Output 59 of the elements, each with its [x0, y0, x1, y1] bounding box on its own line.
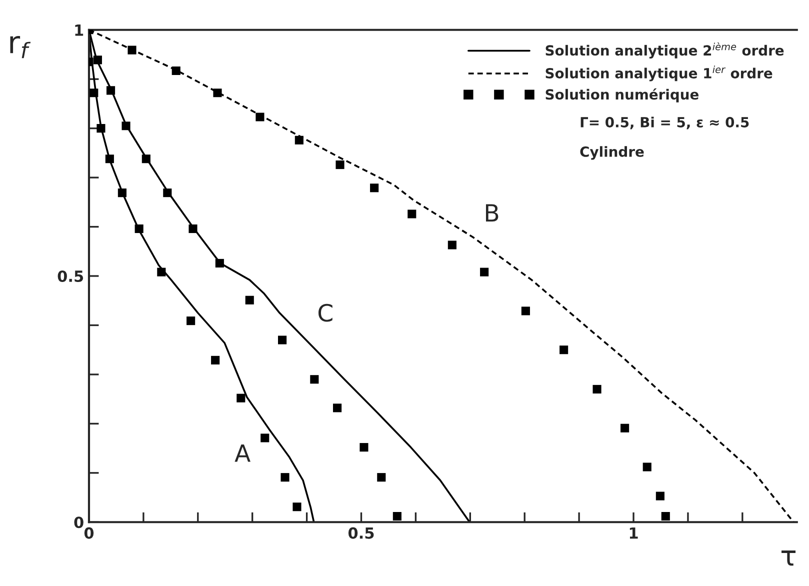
point: [122, 122, 130, 130]
x-axis-title: τ: [782, 550, 796, 566]
legend-label: Solution numérique: [546, 88, 698, 102]
point: [96, 124, 106, 133]
point: [377, 473, 386, 482]
point: [211, 356, 220, 364]
point: [256, 112, 264, 122]
point: [661, 512, 670, 520]
point: [215, 258, 224, 268]
point: [172, 66, 180, 76]
point: [592, 384, 602, 394]
annotation: Γ= 0.5, Bi = 5, ε ≈ 0.5: [580, 116, 749, 130]
point: [294, 136, 304, 144]
annotation: C: [318, 304, 332, 322]
annotation: B: [486, 204, 498, 222]
point: [157, 268, 166, 276]
point: [278, 336, 287, 344]
y-tick-label: 0.5: [58, 270, 84, 282]
point: [128, 46, 136, 54]
point: [480, 268, 489, 276]
x-tick-label: 0.5: [348, 527, 374, 539]
point: [245, 296, 254, 304]
point: [392, 512, 402, 520]
point: [93, 56, 102, 64]
point: [236, 394, 246, 402]
annotation: Cylindre: [580, 146, 644, 160]
point: [333, 404, 342, 412]
point: [620, 424, 630, 432]
y-tick-label: 1: [75, 24, 84, 36]
point: [408, 210, 416, 218]
point: [292, 502, 302, 512]
y-tick-label: 0: [74, 516, 84, 528]
point: [360, 443, 368, 452]
point: [163, 188, 172, 198]
y-axis-title: r$_{f}$: [10, 36, 31, 58]
point: [521, 306, 530, 316]
point: [310, 375, 319, 384]
annotation: A: [234, 444, 250, 462]
point: [448, 240, 456, 250]
point: [260, 434, 270, 442]
point: [142, 154, 150, 164]
point: [370, 184, 379, 192]
x-tick-label: 0: [84, 527, 94, 539]
point: [560, 346, 568, 354]
point: [90, 88, 98, 98]
point: [280, 473, 290, 482]
point: [105, 154, 114, 164]
point: [213, 88, 222, 98]
point: [106, 86, 116, 95]
x-tick-label: 1: [630, 527, 638, 539]
point: [186, 316, 196, 326]
point: [336, 160, 344, 170]
point: [118, 188, 126, 198]
point: [642, 462, 652, 472]
legend-label: Solution analytique 1$^{ier}$ ordre: [546, 66, 772, 82]
legend-label: Solution analytique 2$^{ième}$ ordre: [546, 42, 784, 58]
point: [134, 224, 144, 234]
point: [656, 492, 664, 500]
point: [188, 224, 198, 234]
